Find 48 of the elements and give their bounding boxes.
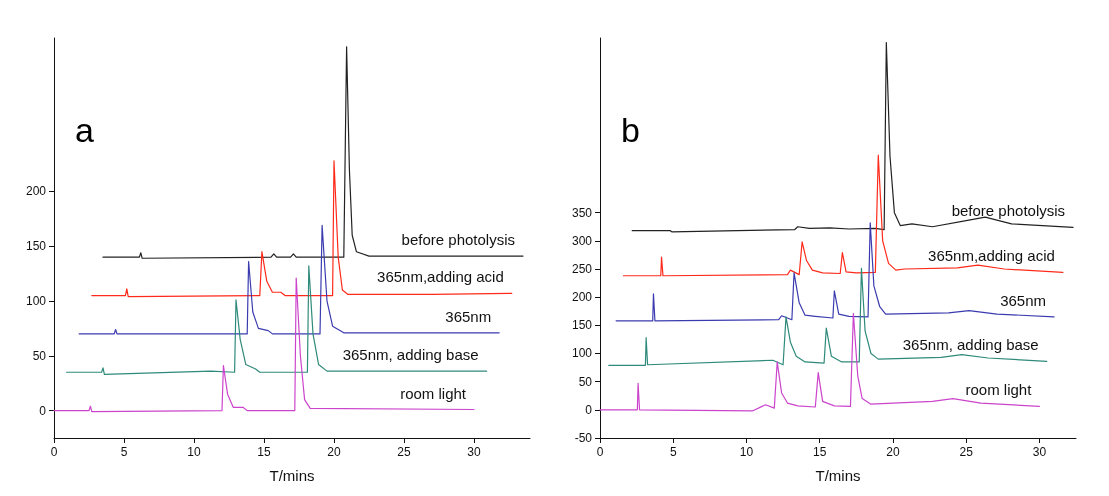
x-tick-label: 20	[327, 445, 341, 459]
y-tick-label: 300	[571, 233, 593, 248]
series-label: 365nm, adding base	[342, 346, 479, 364]
y-tick-label: 200	[25, 184, 47, 199]
x-tick-label: 30	[467, 445, 481, 459]
series-label: room light	[965, 381, 1033, 399]
text: a	[75, 111, 94, 149]
x-tick-label: 0	[596, 445, 604, 459]
x-tick-label: 5	[120, 445, 128, 459]
y-tick-label: 250	[571, 261, 593, 276]
line-series	[599, 312, 1040, 412]
line-series	[615, 222, 1055, 322]
series-label: 365nm, adding base	[902, 336, 1039, 354]
x-tick-label: 10	[187, 445, 201, 459]
y-tick-label: 150	[25, 239, 47, 254]
y-tick-label: -50	[574, 431, 593, 445]
line-series	[102, 46, 524, 259]
series-label: before photolysis	[951, 202, 1066, 220]
x-tick-label: 30	[1032, 445, 1047, 459]
y-tick-label: 0	[39, 403, 47, 418]
line-series	[608, 267, 1048, 366]
text: b	[621, 111, 640, 149]
line-series	[622, 154, 1064, 277]
x-tick-label: 0	[50, 445, 58, 459]
y-tick-label: 100	[571, 346, 593, 361]
y-tick-label: 0	[585, 402, 593, 417]
x-tick-label: 10	[739, 445, 754, 459]
line-series	[91, 160, 513, 298]
x-tick-label: 20	[886, 445, 900, 459]
x-tick-label: 15	[813, 445, 827, 459]
y-tick-label: 100	[25, 294, 47, 309]
x-tick-label: 5	[669, 445, 677, 459]
y-tick-label: 50	[32, 348, 47, 363]
x-tick-label: 25	[397, 445, 411, 459]
series-label: 365nm,adding acid	[928, 247, 1055, 265]
x-tick-label: 15	[257, 445, 271, 459]
series-label: 365nm,adding acid	[377, 268, 504, 286]
y-tick-label: 150	[571, 318, 593, 333]
y-tick-label: 200	[571, 290, 593, 305]
y-tick-label: 50	[578, 374, 593, 389]
x-axis-title: T/mins	[815, 467, 861, 484]
series-label: room light	[400, 384, 467, 402]
x-tick-label: 25	[959, 445, 974, 459]
series-label: 365nm	[1000, 291, 1047, 309]
y-tick-label: 350	[571, 205, 593, 220]
series-label: before photolysis	[401, 231, 515, 249]
series-label: 365nm	[445, 307, 492, 325]
x-axis-title: T/mins	[269, 467, 315, 484]
